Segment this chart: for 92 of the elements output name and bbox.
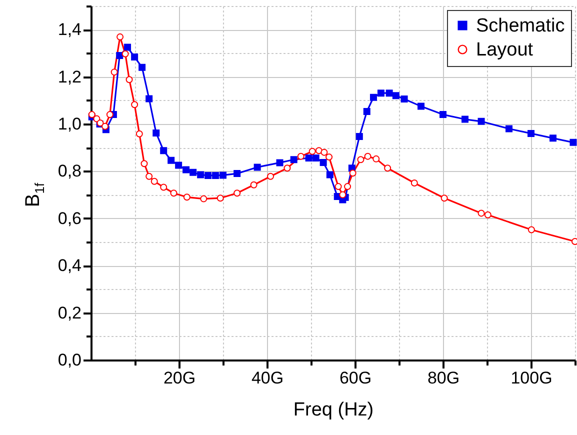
point xyxy=(363,108,370,115)
point xyxy=(250,181,258,188)
point xyxy=(334,183,342,190)
point xyxy=(160,184,168,191)
point xyxy=(528,130,534,137)
point xyxy=(146,172,153,180)
point xyxy=(312,154,320,162)
y-tick-label: 0,8 xyxy=(58,162,82,181)
point xyxy=(528,226,535,234)
point xyxy=(182,166,190,174)
point xyxy=(124,44,132,51)
point xyxy=(315,147,322,154)
point xyxy=(356,133,363,140)
point xyxy=(344,183,352,190)
point xyxy=(131,101,138,108)
point xyxy=(392,92,400,100)
point xyxy=(204,172,212,179)
point xyxy=(320,158,327,166)
point xyxy=(122,50,129,58)
point xyxy=(234,190,241,197)
x-tick-label: 40G xyxy=(251,368,284,388)
point xyxy=(462,116,468,123)
point xyxy=(116,52,124,60)
point xyxy=(183,194,190,201)
point xyxy=(357,156,364,164)
point xyxy=(102,122,109,130)
point xyxy=(418,102,424,110)
point xyxy=(234,170,241,178)
point xyxy=(254,164,261,171)
point xyxy=(284,164,291,172)
point xyxy=(276,159,284,166)
point xyxy=(131,53,138,60)
legend-label: Schematic xyxy=(476,16,565,36)
point xyxy=(384,164,392,172)
y-tick-label: 0,4 xyxy=(58,256,82,276)
point xyxy=(110,68,118,76)
y-tick-label: 1,0 xyxy=(58,114,82,134)
x-tick-label: 60G xyxy=(339,368,372,388)
point xyxy=(386,90,393,97)
point xyxy=(175,162,182,169)
point xyxy=(136,130,143,138)
point xyxy=(440,194,448,202)
point xyxy=(326,171,334,178)
point xyxy=(440,111,446,118)
point xyxy=(308,148,316,155)
point xyxy=(364,152,372,160)
point xyxy=(297,152,304,160)
point xyxy=(400,95,408,102)
point xyxy=(190,168,197,176)
point xyxy=(138,64,146,71)
point xyxy=(220,172,226,179)
point xyxy=(152,129,160,136)
point xyxy=(116,33,124,40)
point xyxy=(478,210,485,217)
y-tick-label: 0,0 xyxy=(58,350,82,370)
point xyxy=(106,111,114,118)
point xyxy=(305,154,312,162)
y-tick-label: 1,2 xyxy=(58,67,82,86)
y-tick-label: 0,2 xyxy=(58,303,82,322)
point xyxy=(170,190,178,197)
point xyxy=(160,147,168,154)
point xyxy=(506,125,512,132)
point xyxy=(290,156,298,164)
point xyxy=(410,180,418,186)
point xyxy=(550,134,556,142)
point xyxy=(349,170,356,177)
point xyxy=(197,171,204,178)
point xyxy=(150,178,158,185)
point xyxy=(267,172,274,180)
point xyxy=(570,138,577,146)
point xyxy=(212,172,220,179)
point xyxy=(216,194,224,202)
x-tick-label: 100G xyxy=(510,368,552,388)
x-tick-label: 20G xyxy=(163,368,196,388)
y-tick-label: 1,4 xyxy=(58,20,82,40)
point xyxy=(126,76,133,84)
point xyxy=(140,160,148,168)
point xyxy=(372,155,380,162)
x-tick-label: 80G xyxy=(427,368,460,388)
point xyxy=(168,156,175,164)
point xyxy=(377,90,384,97)
x-axis-title: Freq (Hz) xyxy=(293,400,374,420)
point xyxy=(484,211,492,218)
y-tick-label: 0,6 xyxy=(58,208,82,228)
point xyxy=(326,154,333,161)
point xyxy=(339,191,346,198)
point xyxy=(200,195,208,202)
point xyxy=(146,95,153,102)
legend-label: Layout xyxy=(476,40,534,60)
point xyxy=(320,148,328,156)
point xyxy=(370,94,377,101)
point xyxy=(478,118,485,125)
